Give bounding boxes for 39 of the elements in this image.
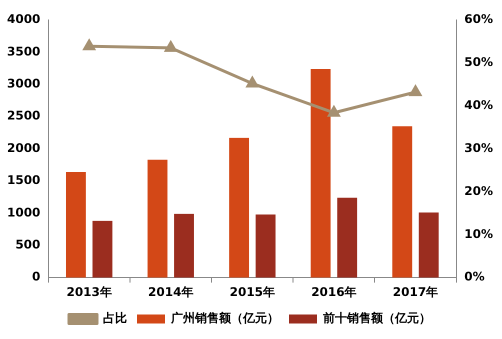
point: [410, 86, 422, 96]
y2-tick-label: 60%: [464, 12, 494, 26]
x-tick-label: 2016年: [311, 284, 357, 299]
y2-tick-label: 30%: [464, 140, 494, 155]
bar: [148, 160, 168, 278]
y-tick-label: 1000: [6, 205, 40, 220]
y2-tick-label: 0%: [464, 270, 485, 284]
y-tick-label: 3000: [6, 76, 40, 91]
bar: [337, 198, 358, 278]
legend-label: 前十销售额（亿元）: [322, 311, 431, 326]
bar: [174, 214, 194, 278]
bar: [418, 212, 439, 278]
y2-tick-label: 50%: [464, 55, 494, 70]
y-tick-label: 1500: [6, 173, 40, 188]
x-tick-label: 2017年: [392, 284, 438, 299]
bar: [92, 220, 112, 278]
bar: [256, 214, 276, 278]
y2-tick-label: 40%: [464, 98, 494, 112]
x-tick-label: 2013年: [66, 284, 112, 299]
bar: [310, 68, 331, 278]
y-tick-label: 0: [32, 270, 40, 284]
y2-tick-label: 10%: [464, 226, 494, 241]
bar: [66, 172, 86, 278]
y-tick-label: 2500: [6, 108, 40, 123]
point: [246, 77, 258, 88]
bar: [229, 138, 250, 278]
y-tick-label: 4000: [6, 12, 40, 26]
point: [328, 106, 340, 117]
y-tick-label: 2000: [6, 140, 40, 155]
point: [83, 40, 96, 50]
legend-label: 广州销售额（亿元）: [170, 311, 279, 326]
x-tick-label: 2015年: [230, 284, 276, 299]
y-tick-label: 3500: [6, 44, 40, 58]
x-tick-label: 2014年: [148, 284, 194, 299]
y2-tick-label: 20%: [464, 184, 494, 198]
bar: [392, 126, 412, 278]
y-tick-label: 500: [15, 238, 40, 252]
legend-label: 占比: [103, 311, 127, 326]
point: [164, 41, 177, 52]
